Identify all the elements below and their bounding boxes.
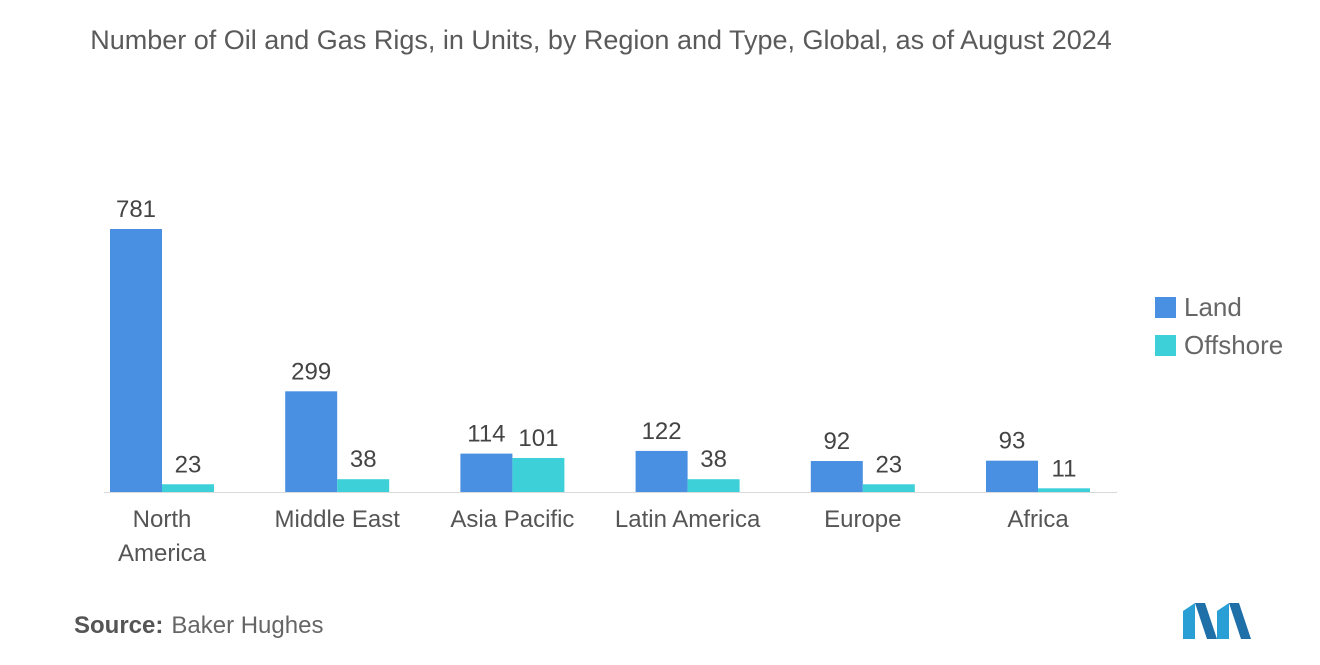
bar-land — [285, 391, 338, 492]
data-label-offshore: 23 — [175, 451, 202, 478]
category-label: America — [118, 540, 207, 567]
source-label: Source: — [74, 612, 164, 639]
data-label-land: 114 — [467, 421, 505, 448]
data-label-offshore: 23 — [875, 451, 902, 478]
legend-swatch-land — [1155, 296, 1176, 318]
bar-offshore — [862, 484, 915, 492]
legend-label-offshore: Offshore — [1184, 329, 1284, 360]
brand-logo-icon — [1183, 603, 1251, 639]
legend-item-land: Land — [1155, 288, 1283, 326]
bar-offshore — [162, 484, 214, 492]
legend-swatch-offshore — [1155, 334, 1176, 356]
category-label: Middle East — [275, 506, 401, 533]
data-label-land: 299 — [291, 358, 331, 385]
data-label-offshore: 38 — [700, 446, 727, 473]
source-note: Source: Baker Hughes — [74, 612, 323, 640]
bar-land — [810, 461, 863, 492]
bar-offshore — [687, 479, 740, 492]
data-label-offshore: 11 — [1052, 455, 1077, 482]
data-label-offshore: 101 — [518, 425, 558, 452]
bar-offshore — [1038, 488, 1090, 492]
bar-land — [986, 460, 1038, 492]
bar-offshore — [512, 457, 565, 492]
category-label: Europe — [824, 506, 901, 533]
category-label: Latin America — [615, 506, 761, 533]
data-label-land: 122 — [642, 418, 682, 445]
source-value: Baker Hughes — [171, 612, 324, 639]
category-label: Africa — [1007, 506, 1069, 533]
legend-label-land: Land — [1184, 291, 1242, 322]
data-label-land: 93 — [999, 428, 1026, 455]
data-label-land: 92 — [823, 428, 850, 455]
legend-item-offshore: Offshore — [1155, 326, 1283, 364]
category-label: Asia Pacific — [450, 506, 574, 533]
legend: Land Offshore — [1155, 288, 1283, 364]
bar-land — [635, 450, 688, 492]
category-label: North — [133, 506, 192, 533]
bar-land — [110, 229, 162, 492]
data-label-land: 781 — [116, 196, 156, 223]
bar-land — [460, 453, 513, 492]
bar-offshore — [337, 479, 390, 492]
chart-title: Number of Oil and Gas Rigs, in Units, by… — [90, 25, 1112, 55]
data-label-offshore: 38 — [350, 446, 377, 473]
